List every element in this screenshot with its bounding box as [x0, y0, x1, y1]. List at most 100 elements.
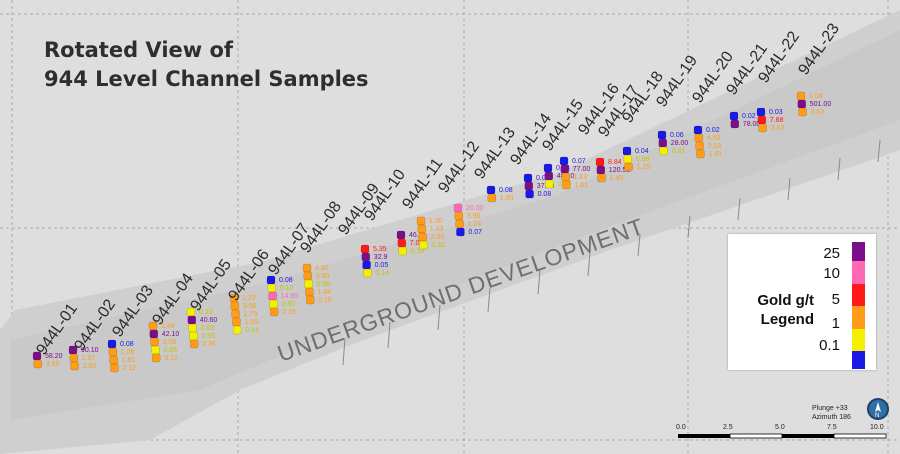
sample-value-label: 0.83 [201, 325, 215, 332]
sample-value-label: 1.49 [161, 323, 175, 330]
sample-segment [150, 337, 159, 347]
sample-value-label: 1.00 [500, 195, 514, 202]
sample-segment [268, 291, 277, 301]
legend-swatch [852, 284, 865, 306]
title-line-1: Rotated View of [44, 38, 234, 62]
sample-value-label: 1.30 [429, 218, 443, 225]
sample-segment [416, 216, 426, 226]
scale-tick-4: 10.0 [870, 424, 884, 431]
sample-value-label: 0.80 [281, 301, 295, 308]
sample-value-label: 0.10 [411, 248, 425, 255]
sample-segment [396, 230, 406, 240]
sample-segment [360, 244, 370, 254]
sample-segment [151, 353, 161, 363]
sample-segment [304, 279, 313, 289]
sample-segment [69, 353, 79, 363]
sample-segment [454, 211, 464, 221]
sample-value-label: 0.06 [670, 132, 684, 139]
sample-value-label: 7.00 [410, 240, 424, 247]
sample-segment [798, 107, 807, 117]
sample-value-label: 0.12 [280, 285, 294, 292]
sample-value-label: 0.98 [317, 281, 331, 288]
scale-tick-2: 5.0 [775, 424, 785, 431]
sample-segment [187, 315, 197, 325]
sample-segment [231, 309, 240, 319]
legend-swatch [852, 306, 865, 329]
sample-value-label: 1.63 [574, 174, 588, 181]
sample-value-label: 1.45 [610, 175, 624, 182]
sample-value-label: 3.60 [46, 361, 60, 368]
scale-tick-3: 7.5 [827, 424, 837, 431]
sample-segment [418, 232, 427, 242]
sample-value-label: 0.04 [635, 148, 649, 155]
sample-segment [545, 179, 554, 189]
sample-value-label: 90.10 [81, 347, 99, 354]
legend-swatch [852, 242, 865, 261]
sample-value-label: 0.07 [468, 229, 482, 236]
sample-value-label: 2.16 [318, 297, 332, 304]
sample-value-label: 1.04 [809, 93, 823, 100]
sample-segment [305, 295, 315, 305]
azimuth-text: Azimuth 186 [812, 414, 851, 421]
sample-segment [595, 157, 605, 167]
sample-segment [659, 146, 668, 156]
sample-segment [658, 138, 668, 148]
sample-value-label: 4.30 [315, 265, 329, 272]
sample-value-label: 0.08 [499, 187, 513, 194]
sample-value-label: 0.10 [199, 309, 213, 316]
sample-value-label: 3.96 [467, 213, 481, 220]
sample-value-label: 7.68 [770, 117, 784, 124]
sample-value-label: 3.63 [811, 109, 825, 116]
sample-segment [487, 193, 497, 203]
sample-value-label: 3.06 [163, 339, 177, 346]
sample-segment [524, 181, 534, 191]
sample-segment [109, 355, 118, 365]
sample-value-label: 0.07 [572, 158, 586, 165]
sample-segment [305, 287, 314, 297]
sample-value-label: 3.18 [708, 143, 722, 150]
sample-segment [695, 141, 704, 151]
sample-value-label: 1.25 [637, 164, 651, 171]
sample-segment [455, 219, 464, 229]
sample-value-label: 2.60 [83, 363, 97, 370]
sample-segment [362, 260, 371, 270]
sample-value-label: 37.50 [537, 183, 555, 190]
sample-segment [622, 146, 632, 156]
sample-segment [189, 339, 199, 349]
sample-value-label: 4.63 [707, 135, 721, 142]
sample-value-label: 1.59 [244, 319, 258, 326]
sample-segment [419, 240, 428, 250]
page-title: Rotated View of 944 Level Channel Sample… [44, 36, 369, 94]
sample-value-label: 77.00 [573, 166, 591, 173]
sample-value-label: 2.16 [282, 309, 296, 316]
sample-segment [398, 246, 407, 256]
sample-value-label: 3.12 [164, 355, 178, 362]
sample-segment [693, 125, 703, 135]
legend-swatch [852, 261, 865, 284]
sample-value-label: 1.43 [430, 226, 444, 233]
sample-value-label: 2.12 [122, 365, 136, 372]
sample-segment [361, 252, 371, 262]
sample-value-label: 0.08 [279, 277, 293, 284]
sample-segment [596, 165, 606, 175]
legend-swatch [852, 351, 865, 369]
sample-segment [796, 91, 806, 101]
sample-value-label: 20.00 [466, 205, 484, 212]
sample-segment [188, 323, 197, 333]
sample-segment [597, 173, 606, 183]
gold-legend: 25 10 5 1 0.1 Gold g/t Legend [728, 234, 876, 370]
sample-value-label: 0.05 [375, 262, 389, 269]
sample-segment [758, 123, 767, 133]
sample-value-label: 28.00 [671, 140, 689, 147]
sample-value-label: 0.08 [120, 341, 134, 348]
sample-segment [110, 363, 119, 373]
sample-value-label: 14.95 [281, 293, 299, 300]
sample-value-label: 3.50 [316, 273, 330, 280]
sample-segment [486, 185, 496, 195]
sample-segment [108, 347, 118, 357]
sample-segment [266, 275, 276, 285]
sample-segment [417, 224, 427, 234]
